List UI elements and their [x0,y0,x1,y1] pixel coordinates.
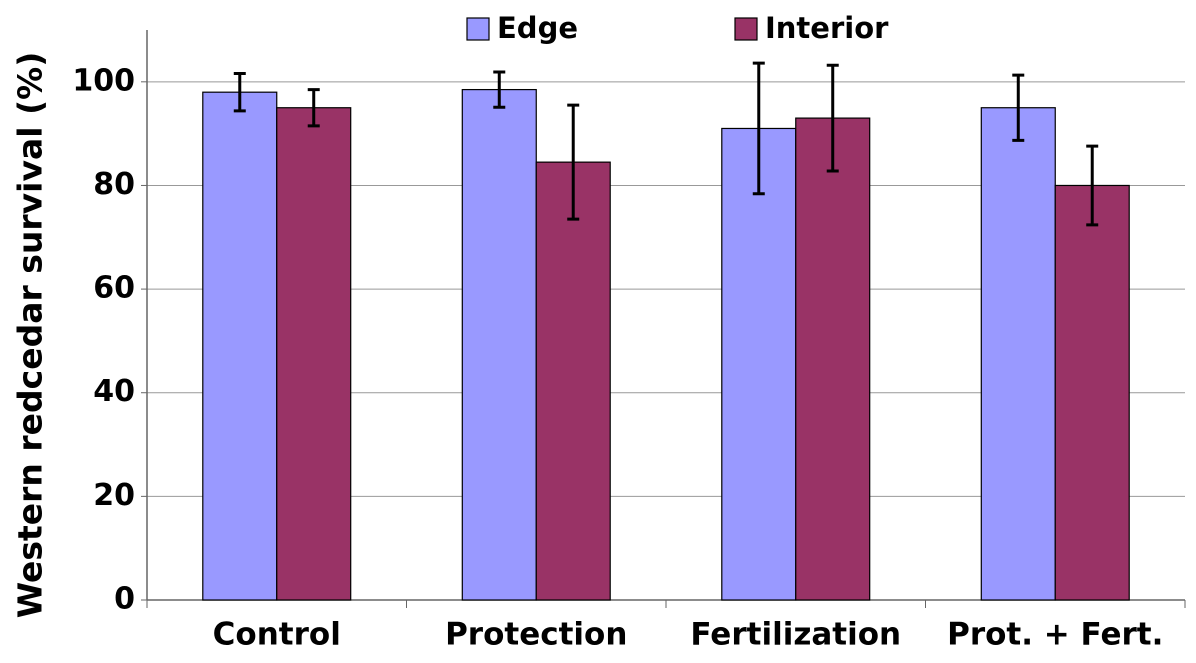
y-tick-label: 20 [93,478,135,513]
error-bar [493,70,506,109]
bar [795,117,871,601]
error-bar [1086,144,1099,227]
y-tick-label: 60 [93,271,135,306]
x-tick-label: Prot. + Fert. [947,617,1163,653]
legend-label: Edge [497,11,578,45]
error-bar [307,88,320,128]
legend-label: Interior [765,11,889,45]
error-bar [1012,73,1025,142]
legend-swatch [466,17,490,41]
y-tick-label: 0 [114,582,135,617]
bar [202,91,278,601]
x-tick-label: Control [213,617,341,653]
x-tick-label: Fertilization [690,617,901,653]
legend-swatch [734,17,758,41]
y-axis-label: Western redcedar survival (%) [11,52,50,619]
y-tick-label: 40 [93,374,135,409]
bar [1054,184,1130,601]
bar [276,107,352,601]
x-tick-label: Protection [445,617,627,653]
bar [721,127,797,601]
error-bar [233,72,246,113]
bar [535,161,611,601]
error-bar [567,103,580,221]
error-bar [826,63,839,173]
bar [980,107,1056,601]
y-tick-label: 80 [93,167,135,202]
y-tick-label: 100 [72,63,135,98]
bar [461,88,537,601]
error-bar [752,61,765,196]
